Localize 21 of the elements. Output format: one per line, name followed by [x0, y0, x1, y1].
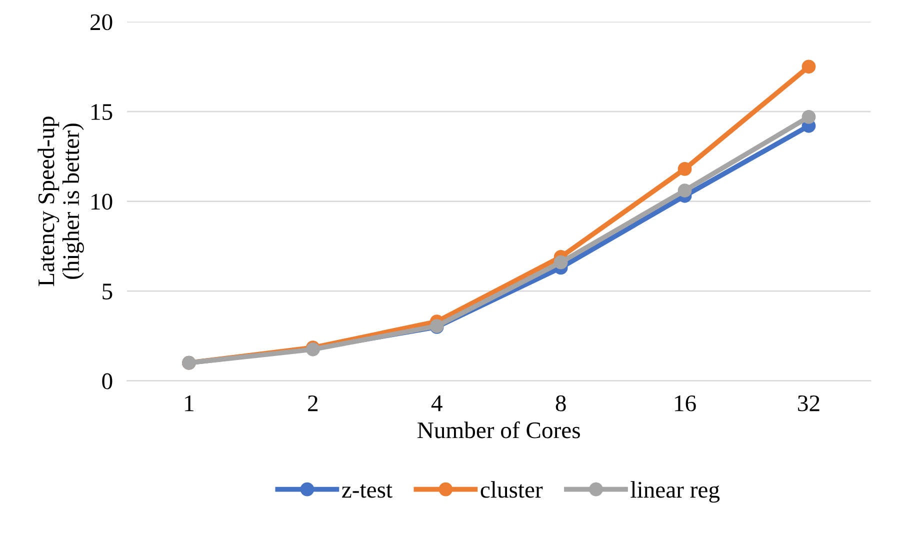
- point: [802, 110, 816, 124]
- x-tick-label: 8: [556, 395, 566, 412]
- y-tick-label: 5: [102, 284, 112, 300]
- y-tick-label: 20: [90, 14, 112, 30]
- point: [554, 255, 568, 270]
- legend-label: z-test: [342, 484, 392, 498]
- y-tick-label: 10: [92, 194, 112, 210]
- legend-label: linear reg: [630, 481, 720, 503]
- x-axis-title: Number of Cores: [418, 421, 580, 438]
- x-tick-label: 16: [675, 395, 696, 412]
- point: [802, 60, 816, 74]
- y-tick-label: 0: [102, 373, 112, 390]
- x-tick-label: 1: [185, 395, 194, 412]
- y-axis-title: Latency Speed-up (higher is better): [38, 116, 84, 286]
- x-tick-label: 2: [308, 395, 318, 412]
- x-tick-label: 4: [431, 396, 442, 412]
- x-tick-label: 32: [798, 395, 820, 412]
- point: [678, 184, 692, 198]
- legend-label: cluster: [480, 481, 543, 498]
- point: [678, 162, 692, 176]
- y-tick-label: 15: [92, 104, 112, 120]
